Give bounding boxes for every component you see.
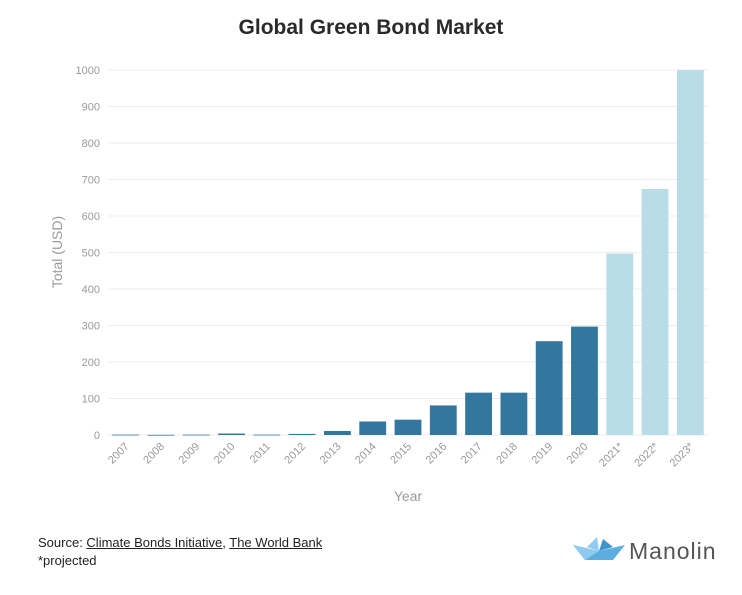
x-tick-label: 2017 <box>459 441 485 467</box>
x-tick-label: 2010 <box>212 441 238 467</box>
x-axis-label: Year <box>394 488 423 504</box>
x-tick-label: 2007 <box>106 441 132 467</box>
y-tick-label: 200 <box>82 357 100 369</box>
chart-title: Global Green Bond Market <box>238 16 504 39</box>
source-prefix: Source: <box>38 535 87 550</box>
bar-2008 <box>147 434 175 436</box>
x-tick-label: 2012 <box>282 441 308 467</box>
bar-2021-projected <box>606 253 634 435</box>
bar-2017 <box>465 392 492 435</box>
bar-2019 <box>535 341 563 435</box>
bar-2014 <box>359 421 387 435</box>
y-tick-label: 500 <box>82 248 100 260</box>
source-line: Source: Climate Bonds Initiative, The Wo… <box>38 535 322 550</box>
x-tick-label: 2022* <box>632 440 661 469</box>
bar-2023-projected <box>676 70 704 435</box>
y-tick-label: 0 <box>94 430 100 442</box>
brand-logo: Manolin <box>573 536 717 566</box>
source-link-climate-bonds[interactable]: Climate Bonds Initiative <box>86 535 223 550</box>
paper-boat-icon <box>573 535 625 568</box>
x-tick-label: 2019 <box>529 441 555 467</box>
y-tick-label: 600 <box>82 211 100 223</box>
y-tick-label: 800 <box>82 138 100 150</box>
x-tick-label: 2020 <box>565 441 591 467</box>
bar-2012 <box>288 433 316 435</box>
projected-note: *projected <box>38 553 97 568</box>
x-axis-ticks: 2007 2008 2009 2010 2011 2012 2013 2014 2015 2016… <box>106 440 697 469</box>
x-tick-label: 2023* <box>668 440 697 469</box>
y-tick-label: 300 <box>82 321 100 333</box>
source-link-world-bank[interactable]: The World Bank <box>229 535 323 550</box>
bar-2009 <box>182 434 210 436</box>
x-tick-label: 2013 <box>318 441 344 467</box>
x-tick-label: 2016 <box>424 441 450 467</box>
bars <box>112 70 704 436</box>
x-tick-label: 2018 <box>494 441 520 467</box>
bar-2015 <box>394 419 422 435</box>
bar-2016 <box>429 405 457 435</box>
x-tick-label: 2021* <box>597 440 626 469</box>
y-tick-label: 900 <box>82 102 100 114</box>
x-tick-label: 2011 <box>248 441 273 466</box>
y-tick-label: 700 <box>82 175 100 187</box>
x-tick-label: 2014 <box>353 441 379 467</box>
bar-2011 <box>253 434 281 436</box>
bar-2020 <box>571 326 598 435</box>
y-tick-label: 400 <box>82 284 100 296</box>
bar-2010 <box>218 433 245 435</box>
brand-name: Manolin <box>629 537 717 564</box>
y-tick-label: 1000 <box>76 65 100 77</box>
bar-2007 <box>112 434 140 436</box>
bar-2018 <box>500 392 528 435</box>
y-tick-label: 100 <box>82 394 100 406</box>
bar-2022-projected <box>641 188 669 435</box>
source-separator: , <box>222 535 230 550</box>
y-axis-ticks: 0 100 200 300 400 500 600 700 800 900 1000 <box>76 65 100 442</box>
y-axis-label: Total (USD) <box>49 216 65 288</box>
x-tick-label: 2015 <box>388 441 414 467</box>
bar-2013 <box>324 430 351 435</box>
x-tick-label: 2009 <box>177 441 203 467</box>
x-tick-label: 2008 <box>141 441 167 467</box>
